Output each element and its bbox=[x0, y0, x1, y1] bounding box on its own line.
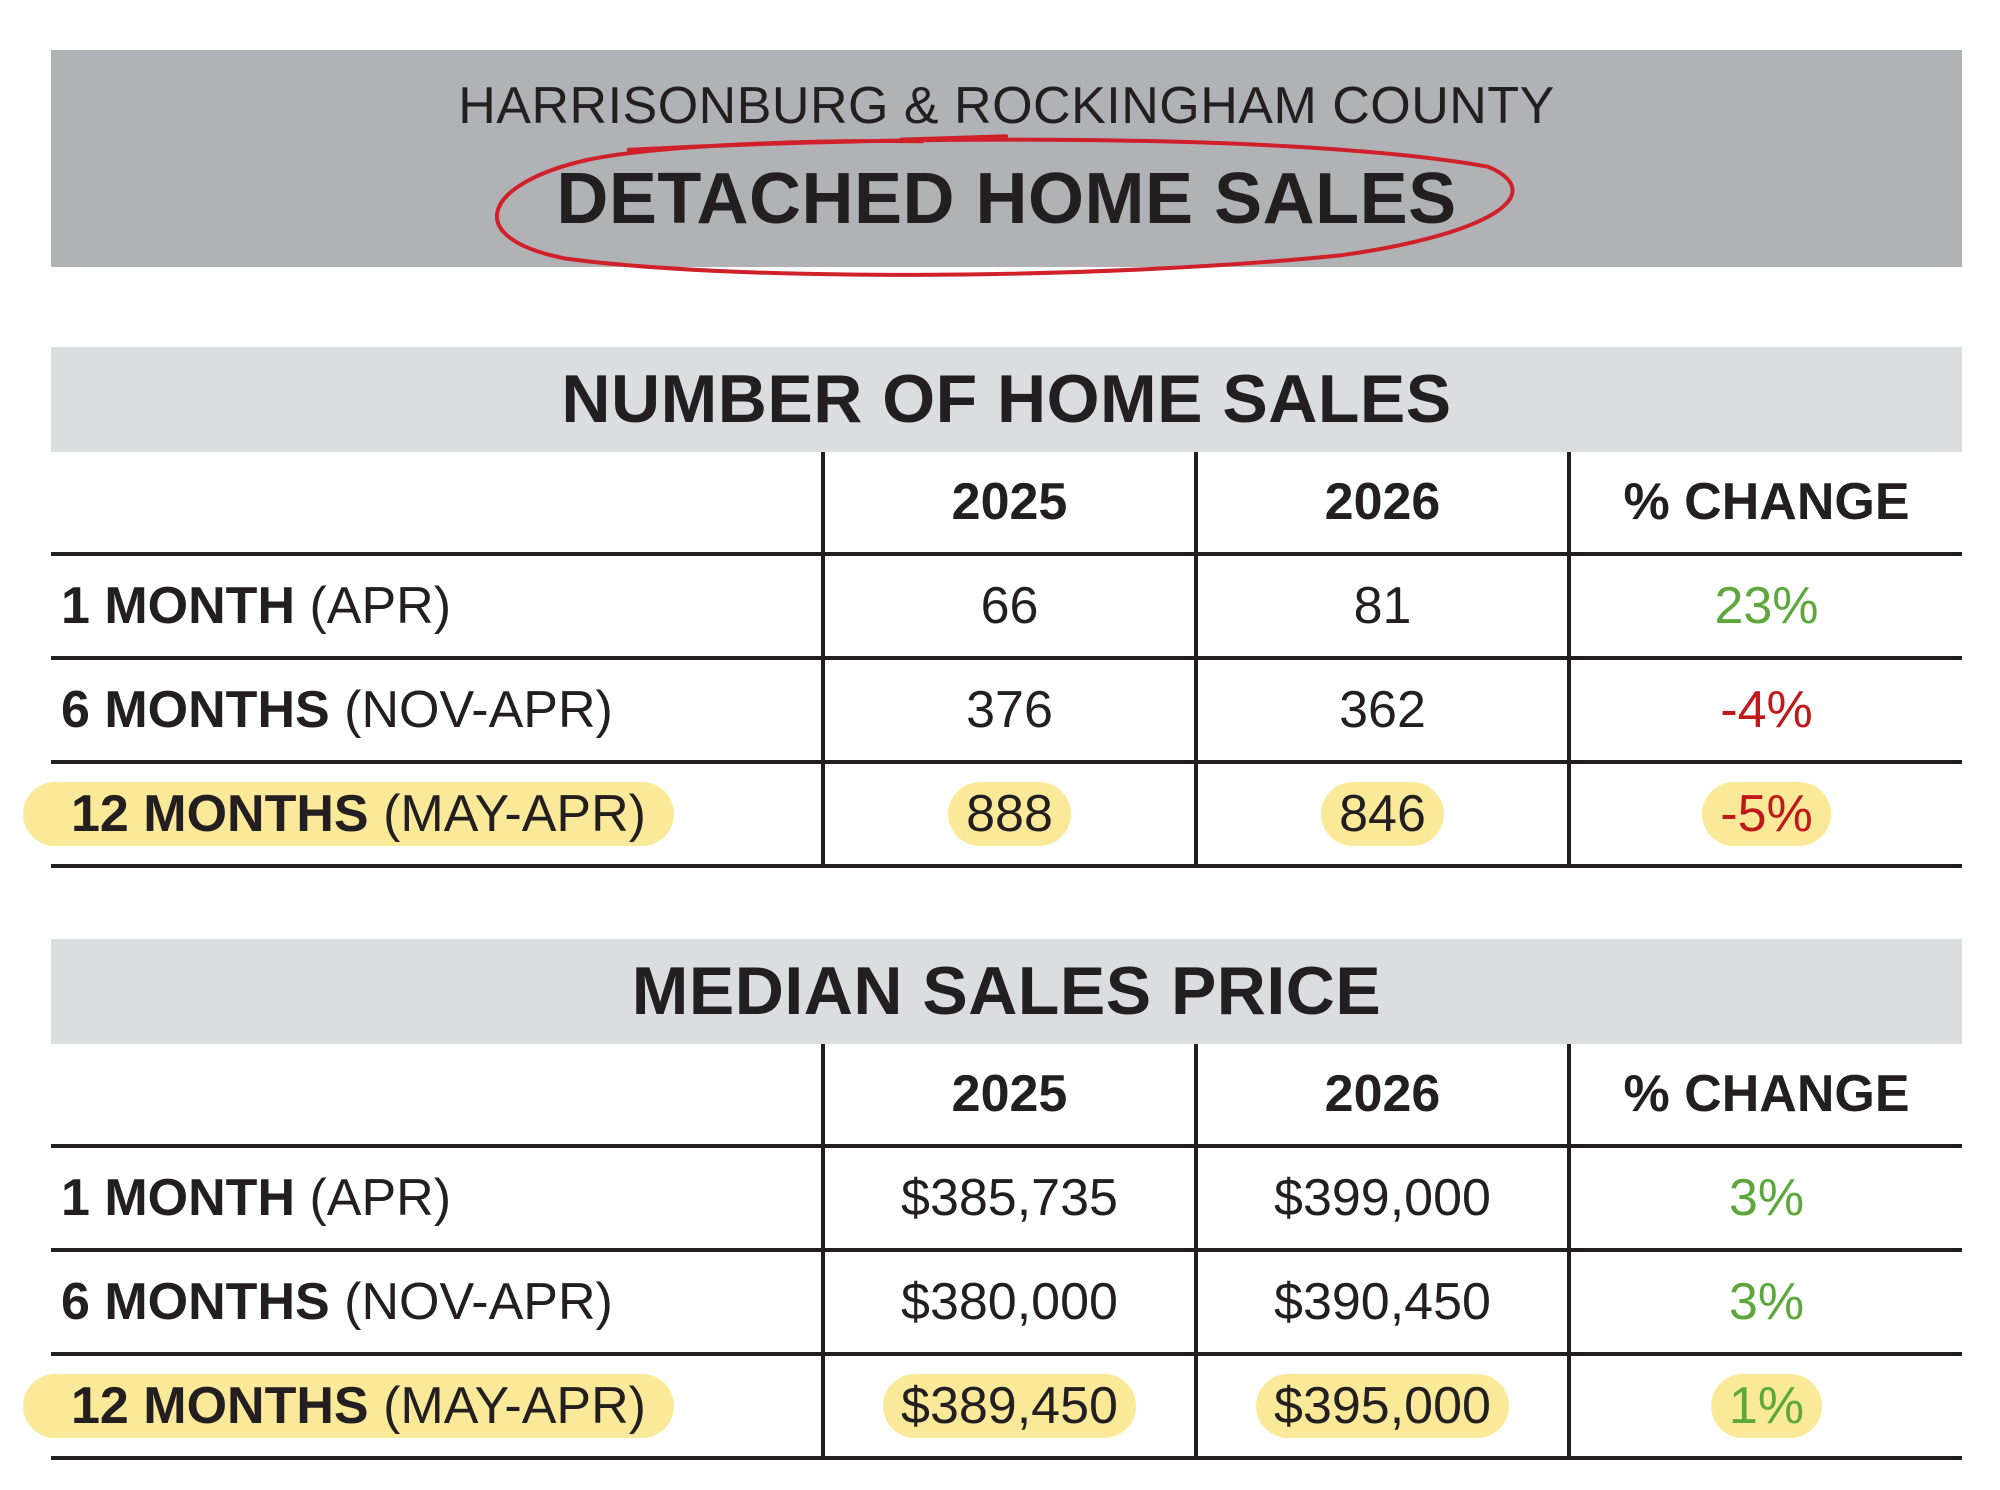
value-2025: 888 bbox=[821, 762, 1196, 868]
table-row: 6 MONTHS (NOV-APR) 376 362 -4% bbox=[51, 658, 1962, 764]
value-2025: $389,450 bbox=[821, 1354, 1196, 1460]
banner-subtitle: HARRISONBURG & ROCKINGHAM COUNTY bbox=[458, 77, 1555, 135]
row-label: 12 MONTHS (MAY-APR) bbox=[23, 1354, 823, 1460]
value-2025: $385,735 bbox=[821, 1146, 1196, 1252]
red-circle-annotation bbox=[482, 126, 1530, 296]
value-change: 1% bbox=[1567, 1354, 1962, 1460]
median-price-title: MEDIAN SALES PRICE bbox=[51, 939, 1962, 1044]
value-change: -4% bbox=[1567, 658, 1962, 764]
header-empty bbox=[51, 452, 823, 556]
table-row: 6 MONTHS (NOV-APR) $380,000 $390,450 3% bbox=[51, 1250, 1962, 1356]
value-change: 3% bbox=[1567, 1250, 1962, 1356]
value-change: -5% bbox=[1567, 762, 1962, 868]
median-price-table: 2025 2026 % CHANGE 1 MONTH (APR) $385,73… bbox=[23, 1044, 1962, 1460]
median-price-section: MEDIAN SALES PRICE 2025 2026 % CHANGE 1 … bbox=[23, 939, 1962, 1460]
header-2025: 2025 bbox=[821, 452, 1196, 556]
table-row-highlighted: 12 MONTHS (MAY-APR) 888 846 -5% bbox=[23, 762, 1962, 868]
value-2026: 362 bbox=[1194, 658, 1569, 764]
highlight-mark: 1% bbox=[1710, 1374, 1823, 1438]
header-2025: 2025 bbox=[821, 1044, 1196, 1148]
value-2025: 376 bbox=[821, 658, 1196, 764]
value-2026: $399,000 bbox=[1194, 1146, 1569, 1252]
highlight-mark: $395,000 bbox=[1256, 1374, 1509, 1438]
header-change: % CHANGE bbox=[1567, 452, 1962, 556]
row-label: 12 MONTHS (MAY-APR) bbox=[23, 762, 823, 868]
value-2026: 81 bbox=[1194, 554, 1569, 660]
value-2026: $395,000 bbox=[1194, 1354, 1569, 1460]
table-header-row: 2025 2026 % CHANGE bbox=[51, 1044, 1962, 1148]
highlight-mark: 12 MONTHS (MAY-APR) bbox=[23, 1374, 674, 1438]
home-sales-section: NUMBER OF HOME SALES 2025 2026 % CHANGE … bbox=[23, 347, 1962, 868]
table-row: 1 MONTH (APR) 66 81 23% bbox=[51, 554, 1962, 660]
value-change: 3% bbox=[1567, 1146, 1962, 1252]
title-banner: HARRISONBURG & ROCKINGHAM COUNTY DETACHE… bbox=[51, 50, 1962, 267]
value-2025: $380,000 bbox=[821, 1250, 1196, 1356]
value-change: 23% bbox=[1567, 554, 1962, 660]
row-label: 6 MONTHS (NOV-APR) bbox=[51, 1250, 823, 1356]
home-sales-table: 2025 2026 % CHANGE 1 MONTH (APR) 66 81 2… bbox=[23, 452, 1962, 868]
highlight-mark: -5% bbox=[1702, 782, 1831, 846]
row-label: 1 MONTH (APR) bbox=[51, 554, 823, 660]
home-sales-title: NUMBER OF HOME SALES bbox=[51, 347, 1962, 452]
header-2026: 2026 bbox=[1194, 1044, 1569, 1148]
banner-title-text: DETACHED HOME SALES bbox=[556, 159, 1457, 239]
table-row: 1 MONTH (APR) $385,735 $399,000 3% bbox=[51, 1146, 1962, 1252]
header-change: % CHANGE bbox=[1567, 1044, 1962, 1148]
highlight-mark: 888 bbox=[948, 782, 1071, 846]
banner-title: DETACHED HOME SALES bbox=[552, 158, 1460, 240]
value-2026: $390,450 bbox=[1194, 1250, 1569, 1356]
row-label: 6 MONTHS (NOV-APR) bbox=[51, 658, 823, 764]
table-row-highlighted: 12 MONTHS (MAY-APR) $389,450 $395,000 1% bbox=[23, 1354, 1962, 1460]
value-2025: 66 bbox=[821, 554, 1196, 660]
highlight-mark: $389,450 bbox=[883, 1374, 1136, 1438]
header-2026: 2026 bbox=[1194, 452, 1569, 556]
row-label: 1 MONTH (APR) bbox=[51, 1146, 823, 1252]
highlight-mark: 846 bbox=[1321, 782, 1444, 846]
header-empty bbox=[51, 1044, 823, 1148]
highlight-mark: 12 MONTHS (MAY-APR) bbox=[23, 782, 674, 846]
value-2026: 846 bbox=[1194, 762, 1569, 868]
table-header-row: 2025 2026 % CHANGE bbox=[51, 452, 1962, 556]
